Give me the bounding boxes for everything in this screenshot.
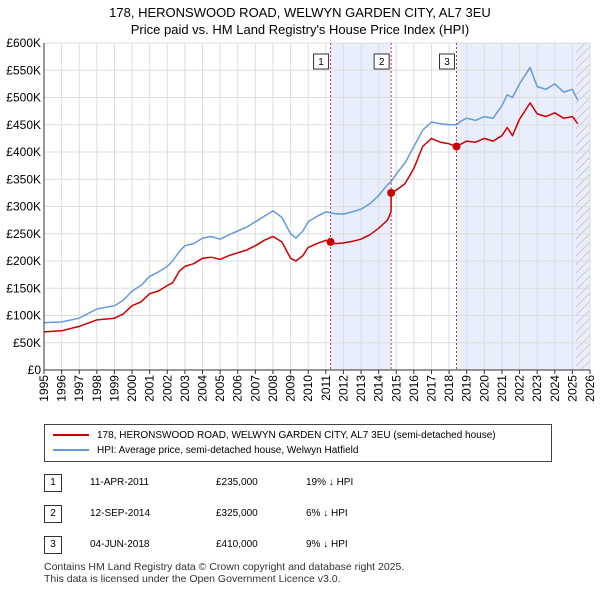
sale-marker-box [373,53,390,70]
sale-point [326,237,335,246]
x-tick-label: 2010 [301,375,315,402]
footer-licence: This data is licensed under the Open Gov… [44,573,341,585]
x-tick-label: 1998 [90,375,104,402]
sale-price: £325,000 [216,508,258,519]
y-tick-label: £150K [6,281,41,295]
sale-points [326,142,461,246]
sale-marker-box [438,53,455,70]
sale-marker-label: 1 [318,57,324,68]
sale-marker-label: 3 [444,57,450,68]
x-tick-label: 2008 [266,375,280,402]
y-tick-label: £300K [6,200,41,214]
sale-point [387,188,396,197]
x-tick-label: 2002 [160,375,174,402]
legend-label-hpi: HPI: Average price, semi-detached house,… [97,445,359,456]
sale-point [452,142,461,151]
sale-row: 1 11-APR-2011 £235,000 19% ↓ HPI [44,474,564,492]
y-tick-label: £550K [6,63,41,77]
y-tick-label: £0 [28,363,42,377]
x-tick-label: 2007 [248,375,262,402]
legend-item-price: 178, HERONSWOOD ROAD, WELWYN GARDEN CITY… [53,429,496,443]
x-tick-label: 2012 [336,375,350,402]
x-tick-label: 2018 [442,375,456,402]
y-tick-label: £400K [6,145,41,159]
sale-price: £235,000 [216,477,258,488]
footer-copyright: Contains HM Land Registry data © Crown c… [44,561,405,573]
sale-date: 11-APR-2011 [90,477,150,488]
sale-number-badge: 3 [44,536,62,554]
x-tick-label: 1999 [107,375,121,402]
footer: Contains HM Land Registry data © Crown c… [44,561,404,585]
sale-hpi-diff: 6% ↓ HPI [306,508,348,519]
sale-number-badge: 1 [44,474,62,492]
sale-marker-box [313,53,330,70]
x-tick-label: 2009 [284,375,298,402]
x-tick-label: 2023 [530,375,544,402]
y-tick-label: £100K [6,309,41,323]
legend-swatch-hpi [53,449,89,452]
x-tick-label: 2019 [460,375,474,402]
x-tick-label: 2011 [319,375,333,401]
price-chart: 1 2 3 £0 £50K £100K £150K £200K £250K £300K £350K… [6,36,597,402]
x-tick-label: 2026 [583,375,597,402]
x-tick-label: 2001 [143,375,157,402]
legend: 178, HERONSWOOD ROAD, WELWYN GARDEN CITY… [44,424,552,462]
legend-item-hpi: HPI: Average price, semi-detached house,… [53,444,358,458]
y-tick-label: £350K [6,172,41,186]
x-tick-label: 2021 [495,375,509,402]
sale-marker-label: 2 [379,57,385,68]
chart-subtitle: Price paid vs. HM Land Registry's House … [130,22,470,37]
sale-row: 2 12-SEP-2014 £325,000 6% ↓ HPI [44,505,564,523]
x-tick-label: 2004 [196,375,210,402]
x-tick-label: 2025 [565,375,579,402]
y-tick-label: £50K [13,336,41,350]
hpi-line [43,66,579,324]
x-tick-label: 2020 [477,375,491,402]
sale-hpi-diff: 9% ↓ HPI [306,539,348,550]
x-tick-label: 1995 [37,375,51,402]
sale-row: 3 04-JUN-2018 £410,000 9% ↓ HPI [44,536,564,554]
y-tick-label: £250K [6,227,41,241]
sale-marker-labels: 1 2 3 [313,53,455,70]
sale-date: 12-SEP-2014 [90,508,151,519]
x-tick-label: 2000 [125,375,139,402]
x-tick-label: 2014 [372,375,386,402]
y-tick-label: £200K [6,254,41,268]
sale-number-badge: 2 [44,505,62,523]
y-tick-label: £500K [6,91,41,105]
sale-marker-lines [330,43,457,370]
x-tick-label: 2024 [548,375,562,402]
x-tick-label: 1996 [55,375,69,402]
series-lines [43,66,579,333]
price-paid-line [43,102,579,333]
legend-label-price: 178, HERONSWOOD ROAD, WELWYN GARDEN CITY… [97,430,496,441]
sale-price: £410,000 [216,539,258,550]
x-tick-label: 2013 [354,375,368,402]
sale-date: 04-JUN-2018 [90,539,150,550]
y-tick-label: £600K [6,36,41,50]
x-tick-label: 2017 [424,375,438,402]
x-tick-label: 1997 [72,375,86,402]
x-tick-label: 2015 [389,375,403,402]
y-tick-label: £450K [6,118,41,132]
legend-swatch-price [53,434,89,437]
x-tick-label: 2005 [213,375,227,402]
sale-hpi-diff: 19% ↓ HPI [306,477,354,488]
x-tick-label: 2006 [231,375,245,402]
x-tick-label: 2022 [513,375,527,402]
axes: £0 £50K £100K £150K £200K £250K £300K £350K £400… [6,36,597,402]
chart-title: 178, HERONSWOOD ROAD, WELWYN GARDEN CITY… [109,5,491,20]
x-tick-label: 2003 [178,375,192,402]
chart-title-block: 178, HERONSWOOD ROAD, WELWYN GARDEN CITY… [0,4,600,38]
x-tick-label: 2016 [407,375,421,402]
